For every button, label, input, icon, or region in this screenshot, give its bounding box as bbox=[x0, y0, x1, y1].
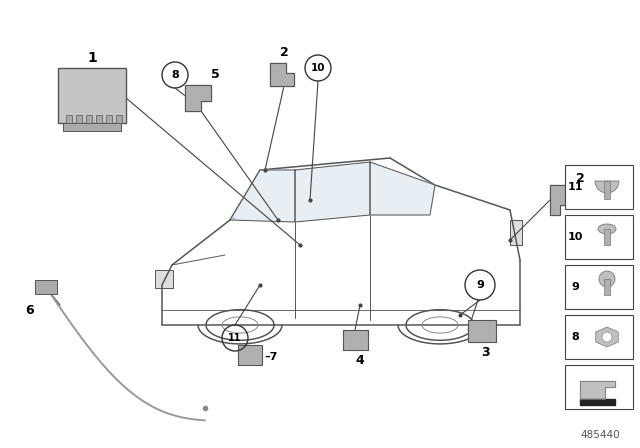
Bar bbox=[58, 68, 126, 123]
Bar bbox=[343, 330, 368, 350]
Bar bbox=[565, 315, 633, 359]
Text: 1: 1 bbox=[87, 51, 97, 65]
Text: 11: 11 bbox=[567, 182, 583, 192]
Bar bbox=[565, 365, 633, 409]
Text: 9: 9 bbox=[476, 280, 484, 290]
Bar bbox=[86, 115, 92, 123]
Bar bbox=[238, 345, 262, 365]
Polygon shape bbox=[370, 162, 435, 215]
Text: 10: 10 bbox=[567, 232, 582, 242]
Text: 10: 10 bbox=[311, 63, 325, 73]
Bar bbox=[565, 215, 633, 259]
Bar bbox=[565, 265, 633, 309]
Circle shape bbox=[599, 271, 615, 287]
Polygon shape bbox=[270, 63, 294, 86]
Polygon shape bbox=[580, 381, 615, 399]
Text: 2: 2 bbox=[280, 46, 289, 59]
Polygon shape bbox=[596, 327, 618, 347]
Text: 485440: 485440 bbox=[580, 430, 620, 440]
Bar bbox=[76, 115, 82, 123]
Text: 3: 3 bbox=[481, 345, 490, 358]
Polygon shape bbox=[295, 162, 370, 222]
Bar bbox=[565, 165, 633, 209]
Text: 6: 6 bbox=[26, 303, 35, 316]
Polygon shape bbox=[580, 399, 615, 405]
Bar bbox=[604, 279, 610, 295]
Ellipse shape bbox=[598, 224, 616, 234]
Text: 9: 9 bbox=[571, 282, 579, 292]
Circle shape bbox=[602, 332, 612, 342]
Text: 5: 5 bbox=[211, 69, 220, 82]
Wedge shape bbox=[595, 181, 619, 193]
Bar bbox=[63, 123, 121, 131]
Text: 2: 2 bbox=[575, 172, 584, 185]
Text: 4: 4 bbox=[356, 353, 364, 366]
Bar bbox=[96, 115, 102, 123]
Bar bbox=[468, 320, 496, 342]
Bar bbox=[604, 229, 610, 245]
Bar bbox=[66, 115, 72, 123]
Bar bbox=[116, 115, 122, 123]
Bar bbox=[106, 115, 112, 123]
Text: 11: 11 bbox=[228, 333, 242, 343]
Text: 8: 8 bbox=[571, 332, 579, 342]
Polygon shape bbox=[185, 85, 211, 111]
Bar bbox=[510, 220, 522, 245]
Polygon shape bbox=[550, 185, 570, 215]
Bar bbox=[604, 181, 610, 199]
Bar bbox=[35, 280, 57, 294]
Text: 8: 8 bbox=[171, 70, 179, 80]
Polygon shape bbox=[230, 170, 295, 222]
Bar bbox=[155, 270, 173, 288]
Text: –7: –7 bbox=[264, 352, 277, 362]
